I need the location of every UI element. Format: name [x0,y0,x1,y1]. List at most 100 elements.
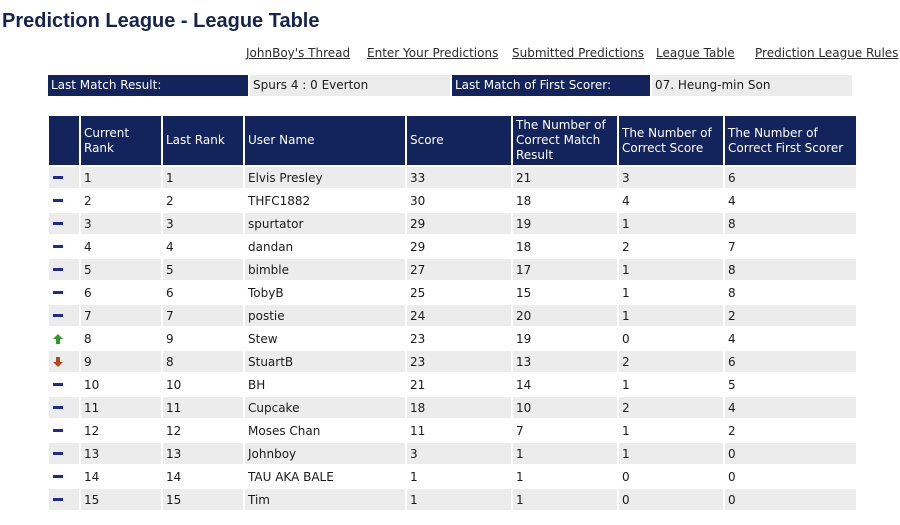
movement-cell [49,282,79,303]
league-table: Current Rank Last Rank User Name Score T… [47,114,858,512]
last-rank-cell: 11 [163,397,243,418]
league-table-body: 1 1 Elvis Presley 33 21 3 6 2 2 THFC1882 30 18 4 4 3 3 s… [49,167,856,510]
table-row: 2 2 THFC1882 30 18 4 4 [49,190,856,211]
table-row: 4 4 dandan 29 18 2 7 [49,236,856,257]
nav-link-league-table[interactable]: League Table [656,46,735,60]
table-row: 9 8 StuartB 23 13 2 6 [49,351,856,372]
no-change-dash-icon [52,311,64,321]
correct-score-cell: 1 [619,305,723,326]
table-row: 11 11 Cupcake 18 10 2 4 [49,397,856,418]
correct-first-scorer-cell: 2 [725,420,856,441]
current-rank-cell: 5 [81,259,161,280]
movement-cell [49,443,79,464]
movement-cell [49,305,79,326]
score-cell: 24 [407,305,511,326]
correct-match-result-cell: 20 [513,305,617,326]
movement-cell [49,374,79,395]
table-row: 14 14 TAU AKA BALE 1 1 0 0 [49,466,856,487]
correct-first-scorer-cell: 6 [725,351,856,372]
no-change-dash-icon [52,219,64,229]
header-current-rank: Current Rank [81,116,161,165]
table-row: 6 6 TobyB 25 15 1 8 [49,282,856,303]
no-change-dash-icon [52,403,64,413]
score-cell: 27 [407,259,511,280]
user-name-cell: Tim [245,489,405,510]
score-cell: 23 [407,328,511,349]
score-cell: 1 [407,489,511,510]
current-rank-cell: 9 [81,351,161,372]
user-name-cell: Johnboy [245,443,405,464]
table-row: 3 3 spurtator 29 19 1 8 [49,213,856,234]
correct-match-result-cell: 18 [513,190,617,211]
correct-match-result-cell: 1 [513,443,617,464]
table-row: 13 13 Johnboy 3 1 1 0 [49,443,856,464]
movement-cell [49,259,79,280]
movement-cell [49,397,79,418]
correct-score-cell: 1 [619,374,723,395]
correct-score-cell: 2 [619,397,723,418]
correct-first-scorer-cell: 0 [725,443,856,464]
no-change-dash-icon [52,380,64,390]
table-row: 8 9 Stew 23 19 0 4 [49,328,856,349]
last-match-info-bar: Last Match Result: Spurs 4 : 0 Everton L… [48,75,854,96]
nav-link-johnboys-thread[interactable]: JohnBoy's Thread [246,46,351,60]
last-rank-cell: 2 [163,190,243,211]
table-row: 10 10 BH 21 14 1 5 [49,374,856,395]
header-score: Score [407,116,511,165]
correct-score-cell: 1 [619,259,723,280]
header-last-rank: Last Rank [163,116,243,165]
nav-link-enter-predictions[interactable]: Enter Your Predictions [367,46,499,60]
last-rank-cell: 4 [163,236,243,257]
user-name-cell: spurtator [245,213,405,234]
movement-cell [49,420,79,441]
nav-link-submitted-predictions[interactable]: Submitted Predictions [512,46,644,60]
no-change-dash-icon [52,173,64,183]
no-change-dash-icon [52,242,64,252]
no-change-dash-icon [52,265,64,275]
first-scorer-label: Last Match of First Scorer: [450,75,650,96]
correct-score-cell: 0 [619,489,723,510]
table-row: 7 7 postie 24 20 1 2 [49,305,856,326]
correct-first-scorer-cell: 5 [725,374,856,395]
correct-score-cell: 1 [619,213,723,234]
correct-score-cell: 3 [619,167,723,188]
no-change-dash-icon [52,426,64,436]
user-name-cell: Elvis Presley [245,167,405,188]
user-name-cell: bimble [245,259,405,280]
nav-link-league-rules[interactable]: Prediction League Rules [755,46,899,60]
current-rank-cell: 15 [81,489,161,510]
current-rank-cell: 10 [81,374,161,395]
correct-match-result-cell: 17 [513,259,617,280]
score-cell: 25 [407,282,511,303]
score-cell: 30 [407,190,511,211]
current-rank-cell: 13 [81,443,161,464]
current-rank-cell: 3 [81,213,161,234]
correct-match-result-cell: 19 [513,328,617,349]
movement-cell [49,190,79,211]
user-name-cell: Moses Chan [245,420,405,441]
movement-cell [49,236,79,257]
score-cell: 23 [407,351,511,372]
last-rank-cell: 6 [163,282,243,303]
correct-match-result-cell: 18 [513,236,617,257]
score-cell: 29 [407,236,511,257]
correct-match-result-cell: 1 [513,466,617,487]
current-rank-cell: 14 [81,466,161,487]
header-user-name: User Name [245,116,405,165]
correct-first-scorer-cell: 8 [725,282,856,303]
table-row: 1 1 Elvis Presley 33 21 3 6 [49,167,856,188]
down-arrow-icon [52,356,64,367]
movement-cell [49,351,79,372]
correct-first-scorer-cell: 4 [725,397,856,418]
user-name-cell: Stew [245,328,405,349]
table-row: 15 15 Tim 1 1 0 0 [49,489,856,510]
current-rank-cell: 12 [81,420,161,441]
correct-first-scorer-cell: 8 [725,213,856,234]
user-name-cell: dandan [245,236,405,257]
last-result-value: Spurs 4 : 0 Everton [248,75,450,96]
header-correct-score: The Number of Correct Score [619,116,723,165]
correct-match-result-cell: 13 [513,351,617,372]
last-rank-cell: 12 [163,420,243,441]
correct-first-scorer-cell: 8 [725,259,856,280]
correct-match-result-cell: 19 [513,213,617,234]
